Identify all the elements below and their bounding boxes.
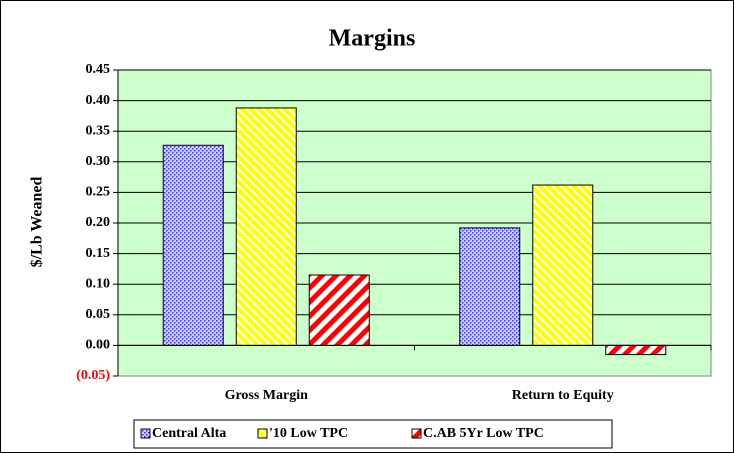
y-tick-label: 0.15	[86, 246, 111, 261]
bar	[235, 107, 297, 346]
y-tick-label: 0.05	[86, 307, 111, 322]
bar	[605, 344, 667, 356]
legend-label: C.AB 5Yr Low TPC	[423, 426, 544, 441]
x-tick-label: Return to Equity	[512, 388, 614, 403]
bar	[162, 144, 224, 346]
legend-label: Central Alta	[152, 426, 226, 441]
y-tick-label: 0.30	[86, 154, 111, 169]
y-axis-label: $/Lb Weaned	[29, 176, 46, 267]
legend-swatch	[140, 428, 151, 439]
legend-swatch	[257, 428, 268, 439]
y-tick-label: 0.40	[86, 93, 111, 108]
legend-swatch	[411, 428, 422, 439]
bar	[308, 274, 370, 346]
legend-label: '10 Low TPC	[269, 426, 348, 441]
y-tick-label: 0.20	[86, 215, 111, 230]
y-tick-label: 0.45	[86, 62, 111, 77]
y-tick-label: 0.35	[86, 123, 111, 138]
legend-box	[133, 419, 613, 449]
x-tick-label: Gross Margin	[225, 388, 309, 403]
bar	[532, 184, 594, 346]
y-tick-label: (0.05)	[76, 368, 110, 383]
chart-title: Margins	[329, 26, 416, 52]
y-tick-label: 0.25	[86, 185, 111, 200]
y-tick-label: 0.00	[86, 338, 111, 353]
bar	[459, 227, 521, 346]
y-tick-label: 0.10	[86, 276, 111, 291]
